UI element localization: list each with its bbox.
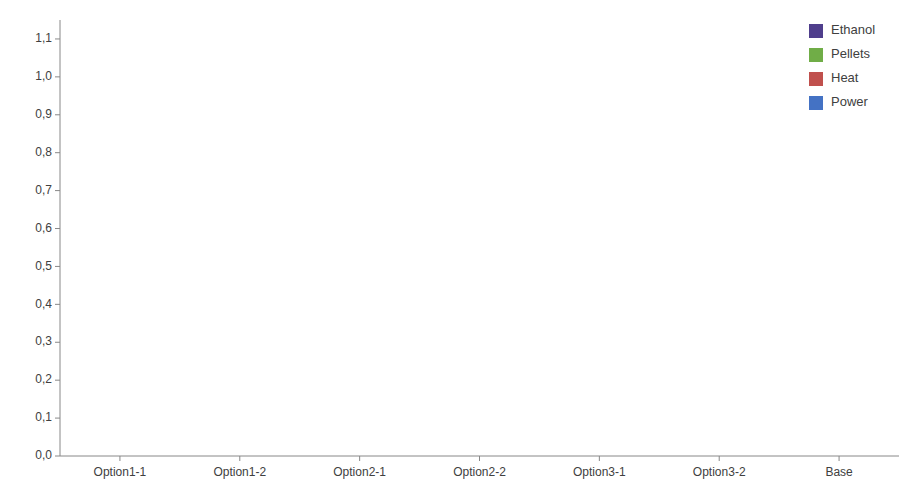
bar bbox=[261, 456, 280, 457]
bar bbox=[141, 456, 160, 457]
axes: 0,0 0,1 0,2 0,3 0,4 0,5 0,6 0,7 0,8 0,9 1,0 1,1 Opti… bbox=[35, 20, 899, 479]
legend-swatch bbox=[809, 48, 823, 62]
bar bbox=[120, 456, 139, 457]
x-tick-label: Option3-1 bbox=[573, 465, 626, 479]
y-tick-label: 0,4 bbox=[35, 297, 52, 311]
bar bbox=[99, 456, 118, 457]
x-tick bbox=[599, 456, 600, 461]
y-tick-label: 0,2 bbox=[35, 372, 52, 386]
y-tick-label: 0,5 bbox=[35, 259, 52, 273]
bar bbox=[860, 456, 879, 457]
legend-label: Pellets bbox=[831, 46, 871, 61]
y-tick bbox=[55, 380, 60, 381]
x-tick-label: Option1-2 bbox=[213, 465, 266, 479]
bar bbox=[219, 456, 238, 457]
bar bbox=[599, 456, 618, 457]
y-tick bbox=[55, 38, 60, 39]
y-tick bbox=[55, 456, 60, 457]
y-tick-label: 1,0 bbox=[35, 69, 52, 83]
y-tick bbox=[55, 190, 60, 191]
bar bbox=[578, 456, 597, 457]
bar bbox=[620, 456, 639, 457]
y-tick bbox=[55, 228, 60, 229]
bar bbox=[381, 456, 400, 457]
bar bbox=[240, 456, 259, 457]
bar bbox=[480, 456, 499, 457]
legend-label: Ethanol bbox=[831, 22, 875, 37]
y-tick bbox=[55, 418, 60, 419]
bar bbox=[360, 456, 379, 457]
x-tick-label: Base bbox=[825, 465, 853, 479]
y-axis-line bbox=[60, 20, 61, 456]
bar bbox=[438, 456, 457, 457]
bar bbox=[339, 456, 358, 457]
y-tick-label: 0,0 bbox=[35, 448, 52, 462]
y-tick bbox=[55, 114, 60, 115]
bar bbox=[318, 456, 337, 457]
bar bbox=[459, 456, 478, 457]
chart-svg: 0,0 0,1 0,2 0,3 0,4 0,5 0,6 0,7 0,8 0,9 1,0 1,1 Opti… bbox=[0, 0, 919, 498]
bar bbox=[698, 456, 717, 457]
x-tick bbox=[359, 456, 360, 461]
y-tick bbox=[55, 342, 60, 343]
y-tick-label: 0,1 bbox=[35, 410, 52, 424]
bar bbox=[719, 456, 738, 457]
bar bbox=[740, 456, 759, 457]
legend: Ethanol Pellets Heat Power bbox=[809, 22, 875, 110]
bar bbox=[500, 456, 519, 457]
y-tick-label: 0,6 bbox=[35, 221, 52, 235]
x-tick-label: Option3-2 bbox=[693, 465, 746, 479]
x-tick bbox=[239, 456, 240, 461]
legend-swatch bbox=[809, 72, 823, 86]
legend-swatch bbox=[809, 24, 823, 38]
x-tick bbox=[119, 456, 120, 461]
legend-swatch bbox=[809, 96, 823, 110]
bar bbox=[78, 456, 97, 457]
y-tick-label: 0,8 bbox=[35, 145, 52, 159]
bar bbox=[839, 456, 858, 457]
y-tick bbox=[55, 304, 60, 305]
bar bbox=[198, 456, 217, 457]
x-tick bbox=[839, 456, 840, 461]
x-tick bbox=[719, 456, 720, 461]
y-tick bbox=[55, 76, 60, 77]
y-tick-label: 1,1 bbox=[35, 31, 52, 45]
bar bbox=[797, 456, 816, 457]
x-tick-label: Option2-1 bbox=[333, 465, 386, 479]
y-tick-label: 0,3 bbox=[35, 334, 52, 348]
y-tick-label: 0,9 bbox=[35, 107, 52, 121]
bar bbox=[557, 456, 576, 457]
y-tick-label: 0,7 bbox=[35, 183, 52, 197]
y-tick bbox=[55, 266, 60, 267]
y-tick bbox=[55, 152, 60, 153]
legend-label: Heat bbox=[831, 70, 859, 85]
x-tick-label: Option1-1 bbox=[94, 465, 147, 479]
bar bbox=[677, 456, 696, 457]
bar bbox=[818, 456, 837, 457]
x-tick-label: Option2-2 bbox=[453, 465, 506, 479]
x-tick bbox=[479, 456, 480, 461]
chart-container: 0,0 0,1 0,2 0,3 0,4 0,5 0,6 0,7 0,8 0,9 1,0 1,1 Opti… bbox=[0, 0, 919, 498]
legend-label: Power bbox=[831, 94, 869, 109]
